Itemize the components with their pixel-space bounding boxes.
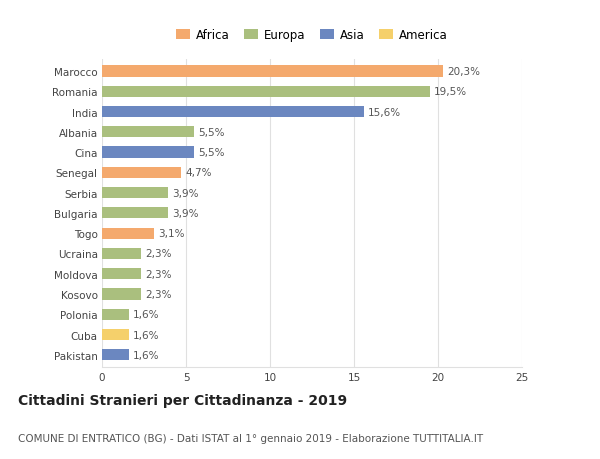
Text: 20,3%: 20,3% bbox=[447, 67, 480, 77]
Bar bbox=[102, 269, 140, 280]
Text: 5,5%: 5,5% bbox=[199, 128, 225, 138]
Bar bbox=[102, 168, 181, 179]
Text: COMUNE DI ENTRATICO (BG) - Dati ISTAT al 1° gennaio 2019 - Elaborazione TUTTITAL: COMUNE DI ENTRATICO (BG) - Dati ISTAT al… bbox=[18, 433, 483, 442]
Bar bbox=[102, 106, 364, 118]
Bar bbox=[102, 349, 129, 361]
Text: 1,6%: 1,6% bbox=[133, 350, 160, 360]
Bar bbox=[102, 188, 167, 199]
Text: 4,7%: 4,7% bbox=[185, 168, 212, 178]
Text: 5,5%: 5,5% bbox=[199, 148, 225, 158]
Bar bbox=[102, 66, 443, 78]
Bar bbox=[102, 309, 129, 320]
Bar bbox=[102, 208, 167, 219]
Bar bbox=[102, 289, 140, 300]
Text: 2,3%: 2,3% bbox=[145, 269, 172, 279]
Bar bbox=[102, 127, 194, 138]
Text: 15,6%: 15,6% bbox=[368, 107, 401, 117]
Text: 3,1%: 3,1% bbox=[158, 229, 185, 239]
Text: 2,3%: 2,3% bbox=[145, 249, 172, 259]
Text: 3,9%: 3,9% bbox=[172, 188, 198, 198]
Text: 2,3%: 2,3% bbox=[145, 289, 172, 299]
Legend: Africa, Europa, Asia, America: Africa, Europa, Asia, America bbox=[173, 26, 451, 45]
Text: 1,6%: 1,6% bbox=[133, 310, 160, 319]
Bar bbox=[102, 329, 129, 341]
Bar bbox=[102, 228, 154, 239]
Bar bbox=[102, 248, 140, 259]
Text: 1,6%: 1,6% bbox=[133, 330, 160, 340]
Text: 3,9%: 3,9% bbox=[172, 208, 198, 218]
Bar bbox=[102, 147, 194, 158]
Text: Cittadini Stranieri per Cittadinanza - 2019: Cittadini Stranieri per Cittadinanza - 2… bbox=[18, 393, 347, 407]
Text: 19,5%: 19,5% bbox=[434, 87, 467, 97]
Bar bbox=[102, 86, 430, 98]
